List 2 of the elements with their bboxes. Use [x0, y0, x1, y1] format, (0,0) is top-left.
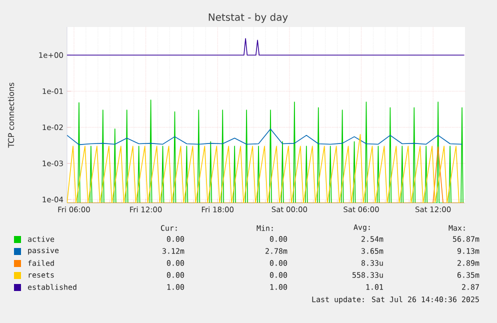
chart-title: Netstat - by day	[208, 13, 288, 23]
line-series	[67, 128, 462, 146]
